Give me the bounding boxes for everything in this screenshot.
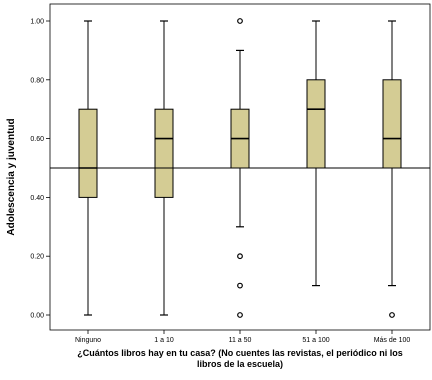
y-tick-label-5: 1.00 <box>30 19 44 26</box>
box-3 <box>306 20 326 287</box>
x-tick-label-3: 51 a 100 <box>302 337 329 344</box>
iqr-box-1 <box>154 108 174 198</box>
x-tick-label-1: 1 a 10 <box>154 337 174 344</box>
y-axis-label: Adolescencia y juventud <box>6 118 17 235</box>
outlier-2-2 <box>237 253 243 260</box>
box-0 <box>78 20 98 316</box>
box-4 <box>382 20 402 318</box>
x-axis-label-line-2: libros de la escuela) <box>197 359 283 369</box>
y-tick-label-1: 0.20 <box>30 254 44 261</box>
iqr-box-0 <box>78 108 98 198</box>
x-axis: Ninguno 1 a 10 11 a 50 51 a 100 Más de 100 <box>75 330 410 344</box>
outlier-2-3 <box>237 18 243 24</box>
outlier-2-1 <box>237 282 243 289</box>
y-tick-label-3: 0.60 <box>30 136 44 143</box>
boxes-layer <box>78 18 402 318</box>
x-tick-label-0: Ninguno <box>75 337 101 344</box>
x-tick-label-2: 11 a 50 <box>229 337 252 344</box>
y-axis: 0.00 0.20 0.40 0.60 0.80 1.00 <box>30 19 50 320</box>
iqr-box-3 <box>306 79 326 169</box>
y-tick-label-0: 0.00 <box>30 313 44 320</box>
outlier-2-0 <box>237 312 243 318</box>
x-tick-label-4: Más de 100 <box>374 337 411 344</box>
box-2 <box>230 18 250 318</box>
outlier-4-0 <box>389 312 395 318</box>
box-1 <box>154 20 174 316</box>
iqr-box-4 <box>382 79 402 169</box>
y-tick-label-4: 0.80 <box>30 77 44 84</box>
x-axis-label-line-1: ¿Cuántos libros hay en tu casa? (No cuen… <box>77 348 403 358</box>
y-tick-label-2: 0.40 <box>30 195 44 202</box>
